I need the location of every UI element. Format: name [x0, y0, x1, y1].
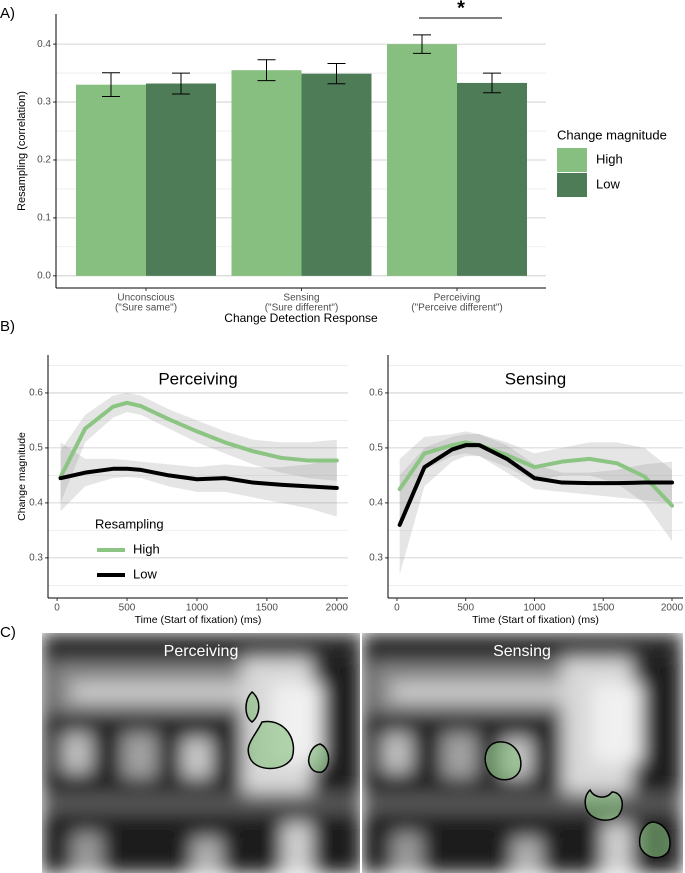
y-tick-label: 0.6 — [369, 388, 383, 399]
error-bar — [413, 34, 431, 54]
bar — [387, 44, 457, 276]
bar — [146, 83, 216, 276]
error-bar — [172, 72, 190, 95]
y-tick-label: 0.3 — [369, 553, 383, 564]
line — [58, 466, 339, 491]
bar — [231, 70, 302, 276]
heatmap-image — [42, 633, 360, 873]
x-tick-label: Perceiving — [434, 293, 481, 304]
legend-label: High — [133, 541, 160, 556]
x-axis-label: Time (Start of fixation) (ms) — [472, 614, 599, 626]
panel-label: A) — [0, 5, 15, 22]
error-bar — [483, 72, 501, 94]
x-tick-label: 1000 — [523, 603, 546, 614]
significance-label: * — [457, 0, 465, 19]
image-title: Sensing — [493, 643, 551, 660]
bar — [76, 84, 146, 276]
legend-title: Resampling — [95, 516, 164, 531]
y-tick-label: 0.2 — [37, 155, 51, 166]
bar — [301, 73, 372, 276]
legend-key — [557, 148, 587, 172]
x-tick-label: ("Sure same") — [115, 303, 177, 314]
x-tick-label: ("Sure different") — [265, 303, 339, 314]
y-tick-label: 0.3 — [37, 97, 51, 108]
confidence-band — [399, 431, 672, 542]
x-tick-label: 500 — [119, 603, 136, 614]
x-tick-label: 2000 — [661, 603, 684, 614]
confidence-band — [60, 392, 337, 503]
y-axis-label: Resampling (correlation) — [16, 91, 28, 211]
line — [397, 440, 674, 508]
x-axis-label: Change Detection Response — [224, 311, 378, 325]
line — [397, 443, 674, 527]
panel-label: B) — [0, 318, 15, 335]
error-bar — [257, 59, 276, 82]
bar — [457, 82, 527, 276]
chart-title: Perceiving — [158, 369, 237, 388]
x-axis-label: Time (Start of fixation) (ms) — [135, 614, 262, 626]
x-tick-label: 0 — [394, 603, 400, 614]
x-tick-label: 2000 — [326, 603, 349, 614]
y-tick-label: 0.0 — [37, 270, 51, 281]
y-tick-label: 0.4 — [37, 39, 51, 50]
y-tick-label: 0.5 — [369, 443, 383, 454]
y-tick-label: 0.4 — [29, 498, 43, 509]
legend-label: Low — [596, 176, 620, 191]
x-tick-label: 0 — [54, 603, 60, 614]
y-tick-label: 0.3 — [29, 553, 43, 564]
x-tick-label: Unconscious — [117, 293, 174, 304]
confidence-band — [399, 434, 672, 575]
image-title: Perceiving — [164, 643, 239, 660]
y-axis-label: Change magnitude — [16, 432, 28, 521]
chart-title: Sensing — [505, 369, 566, 388]
error-bar — [327, 63, 346, 85]
line — [58, 400, 339, 480]
x-tick-label: 500 — [457, 603, 474, 614]
legend-key — [557, 173, 587, 197]
x-tick-label: 1500 — [256, 603, 279, 614]
y-tick-label: 0.6 — [29, 388, 43, 399]
heatmap-image — [362, 633, 682, 873]
x-tick-label: 1000 — [186, 603, 209, 614]
legend-title: Change magnitude — [557, 127, 667, 142]
panel-label: C) — [0, 624, 16, 641]
legend-label: Low — [133, 566, 157, 581]
y-tick-label: 0.4 — [369, 498, 383, 509]
x-tick-label: Sensing — [283, 293, 319, 304]
error-bar — [102, 72, 120, 98]
y-tick-label: 0.5 — [29, 443, 43, 454]
x-tick-label: 1500 — [592, 603, 615, 614]
legend-label: High — [596, 151, 623, 166]
y-tick-label: 0.1 — [37, 213, 51, 224]
x-tick-label: ("Perceive different") — [411, 303, 502, 314]
